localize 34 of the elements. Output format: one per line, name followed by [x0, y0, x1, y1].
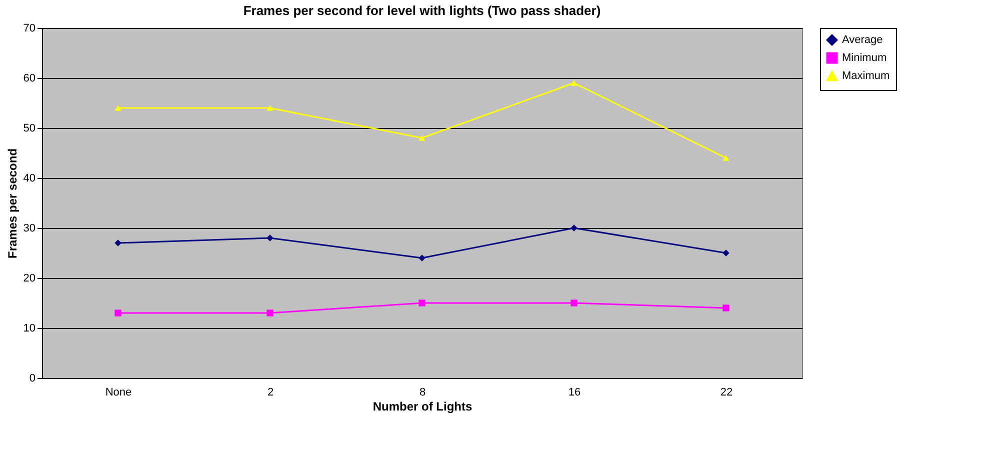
point: [266, 234, 274, 242]
legend-label: Minimum: [842, 52, 887, 64]
point: [418, 254, 426, 262]
y-tick-label: 60: [23, 72, 36, 84]
point: [114, 240, 122, 246]
y-tick-label: 40: [23, 172, 36, 184]
point: [418, 300, 426, 306]
chart-title: Frames per second for level with lights (Two pass shader): [243, 3, 601, 18]
legend-label: Average: [842, 34, 883, 46]
x-tick-label: None: [105, 386, 132, 398]
point: [114, 105, 122, 111]
point: [266, 310, 274, 316]
point: [418, 135, 426, 141]
point: [570, 80, 578, 86]
x-axis-title: Number of Lights: [372, 400, 472, 414]
point: [722, 304, 730, 312]
y-tick-label: 20: [23, 272, 36, 284]
point: [570, 224, 578, 232]
legend-label: Maximum: [842, 70, 890, 82]
point: [114, 310, 122, 316]
x-tick-label: 8: [419, 386, 426, 398]
point: [722, 155, 730, 161]
y-tick-label: 30: [23, 222, 36, 234]
point: [266, 105, 274, 111]
y-axis-title: Frames per second: [5, 148, 20, 259]
x-tick-label: 22: [720, 386, 733, 398]
y-tick-label: 10: [23, 322, 36, 334]
x-tick-label: 2: [267, 386, 274, 398]
x-tick-label: 16: [568, 386, 581, 398]
y-tick-label: 50: [23, 122, 36, 134]
point: [722, 250, 730, 256]
point: [570, 300, 578, 306]
y-tick-label: 0: [29, 372, 36, 384]
y-tick-label: 70: [23, 22, 36, 34]
